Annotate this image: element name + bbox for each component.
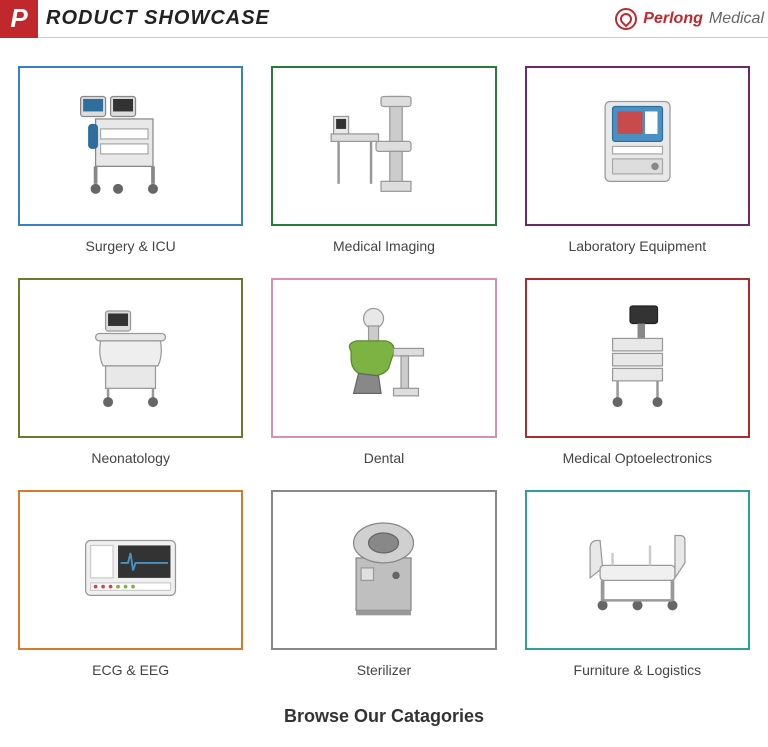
card-label: Sterilizer bbox=[357, 662, 411, 678]
medical-imaging-icon bbox=[295, 84, 472, 209]
card-sterilizer[interactable]: Sterilizer bbox=[271, 490, 496, 678]
header-badge: P bbox=[0, 0, 38, 38]
card-label: Dental bbox=[364, 450, 404, 466]
card-label: Surgery & ICU bbox=[86, 238, 176, 254]
card-label: Furniture & Logistics bbox=[574, 662, 702, 678]
brand-name-1: Perlong bbox=[643, 10, 703, 28]
card-label: ECG & EEG bbox=[92, 662, 169, 678]
card-dental[interactable]: Dental bbox=[271, 278, 496, 466]
footer-title: Browse Our Catagories bbox=[0, 706, 768, 727]
dental-icon bbox=[295, 296, 472, 421]
brand-logo-icon bbox=[615, 8, 637, 30]
card-box bbox=[271, 66, 496, 226]
card-box bbox=[271, 278, 496, 438]
card-box bbox=[271, 490, 496, 650]
sterilizer-icon bbox=[295, 508, 472, 633]
card-label: Neonatology bbox=[91, 450, 170, 466]
card-box bbox=[18, 66, 243, 226]
brand-name-2: Medical bbox=[709, 10, 764, 28]
card-ecg-eeg[interactable]: ECG & EEG bbox=[18, 490, 243, 678]
header-title: RODUCT SHOWCASE bbox=[46, 7, 270, 30]
card-label: Medical Imaging bbox=[333, 238, 435, 254]
header: P RODUCT SHOWCASE Perlong Medical bbox=[0, 0, 768, 38]
card-label: Laboratory Equipment bbox=[568, 238, 706, 254]
laboratory-icon bbox=[549, 84, 726, 209]
optoelectronics-icon bbox=[549, 296, 726, 421]
card-surgery-icu[interactable]: Surgery & ICU bbox=[18, 66, 243, 254]
ecg-eeg-icon bbox=[42, 508, 219, 633]
furniture-icon bbox=[549, 508, 726, 633]
card-box bbox=[18, 490, 243, 650]
card-laboratory[interactable]: Laboratory Equipment bbox=[525, 66, 750, 254]
brand: Perlong Medical bbox=[615, 8, 768, 30]
product-grid: Surgery & ICU Medical Imaging bbox=[0, 38, 768, 688]
card-box bbox=[525, 278, 750, 438]
card-box bbox=[18, 278, 243, 438]
card-medical-imaging[interactable]: Medical Imaging bbox=[271, 66, 496, 254]
header-left: P RODUCT SHOWCASE bbox=[0, 0, 270, 38]
card-furniture[interactable]: Furniture & Logistics bbox=[525, 490, 750, 678]
card-label: Medical Optoelectronics bbox=[563, 450, 712, 466]
card-optoelectronics[interactable]: Medical Optoelectronics bbox=[525, 278, 750, 466]
card-neonatology[interactable]: Neonatology bbox=[18, 278, 243, 466]
card-box bbox=[525, 66, 750, 226]
card-box bbox=[525, 490, 750, 650]
neonatology-icon bbox=[42, 296, 219, 421]
surgery-icu-icon bbox=[42, 84, 219, 209]
